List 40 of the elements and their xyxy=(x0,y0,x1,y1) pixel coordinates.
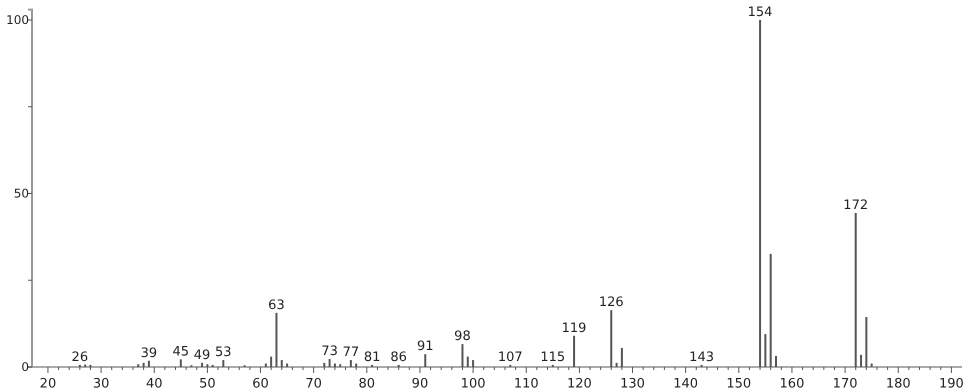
annotation: 73 xyxy=(321,344,338,360)
y-tick-label: 50 xyxy=(14,186,29,200)
x-tick-label: 140 xyxy=(673,376,698,389)
x-tick-label: 20 xyxy=(40,376,56,389)
annotation: 81 xyxy=(364,350,380,365)
x-tick-label: 50 xyxy=(199,376,216,389)
x-tick-label: 30 xyxy=(92,376,110,389)
annotation: 26 xyxy=(72,350,88,365)
x-tick-label: 130 xyxy=(620,376,645,389)
x-tick-label: 170 xyxy=(832,376,858,389)
x-tick-label: 180 xyxy=(886,376,911,389)
annotation: 53 xyxy=(215,345,232,360)
x-tick-label: 60 xyxy=(252,376,269,389)
x-tick-label: 90 xyxy=(412,376,428,389)
x-tick-label: 70 xyxy=(305,376,322,389)
x-tick-label: 120 xyxy=(566,376,592,389)
x-tick-label: 110 xyxy=(514,376,539,389)
x-tick-label: 160 xyxy=(780,376,804,389)
annotation: 115 xyxy=(540,350,566,365)
annotation: 63 xyxy=(268,298,285,313)
annotation: 143 xyxy=(689,350,714,365)
annotation: 126 xyxy=(598,295,624,310)
annotation: 172 xyxy=(843,198,868,213)
annotation: 107 xyxy=(498,350,523,365)
x-tick-label: 40 xyxy=(146,376,162,389)
y-tick-label: 0 xyxy=(21,360,29,374)
annotation: 45 xyxy=(172,344,190,360)
annotation: 49 xyxy=(194,348,210,363)
annotation: 86 xyxy=(390,350,407,365)
x-tick-label: 190 xyxy=(938,376,964,389)
x-tick-label: 100 xyxy=(460,376,486,389)
annotation: 154 xyxy=(748,5,772,20)
annotation: 39 xyxy=(140,346,158,361)
x-tick-label: 80 xyxy=(358,376,376,389)
annotation: 91 xyxy=(416,339,434,354)
annotation: 119 xyxy=(562,320,586,336)
y-tick-label: 100 xyxy=(6,12,29,27)
annotation: 77 xyxy=(342,345,360,360)
annotation: 98 xyxy=(454,329,471,344)
x-tick-label: 150 xyxy=(726,376,752,389)
